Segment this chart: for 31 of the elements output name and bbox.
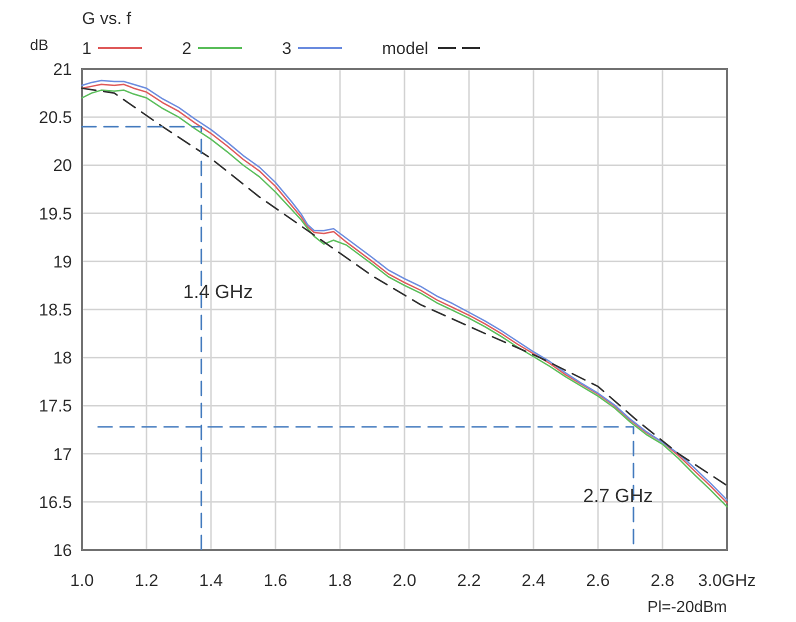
chart-title: G vs. f	[82, 9, 132, 28]
x-tick-label: 2.8	[650, 571, 674, 590]
y-tick-label: 16	[53, 541, 72, 560]
text: Pl=-20dBm	[647, 599, 727, 616]
annotation: 2.7 GHz	[583, 486, 653, 507]
y-tick-label: 19	[53, 252, 72, 272]
x-tick-label: 1.6	[264, 571, 288, 590]
y-tick-label: 16.5	[38, 492, 72, 512]
y-tick-label: 18.5	[38, 300, 72, 320]
y-tick-label: 20	[53, 156, 72, 176]
legend-label: model	[382, 39, 428, 58]
legend-label: 3	[282, 39, 292, 58]
y-tick-label: 17	[53, 444, 72, 464]
y-tick-label: 17.5	[38, 396, 72, 416]
x-tick-label: 1.0	[70, 571, 94, 590]
y-tick-label: 18	[53, 348, 72, 368]
y-tick-label: 19.5	[38, 204, 72, 224]
y-axis-title: dB	[30, 37, 48, 54]
x-tick-label: 1.2	[134, 571, 158, 590]
legend-label: 1	[82, 39, 92, 58]
x-tick-label: 2.6	[586, 571, 610, 590]
x-tick-label: 1.8	[328, 571, 352, 590]
x-tick-label: 3.0GHz	[698, 571, 756, 590]
x-tick-label: 2.4	[522, 571, 546, 590]
x-tick-label: 2.2	[457, 571, 481, 590]
legend-label: 2	[182, 39, 192, 58]
y-tick-label: 20.5	[38, 108, 72, 128]
y-tick-label: 21	[53, 60, 72, 79]
annotation: 1.4 GHz	[183, 282, 253, 303]
x-tick-label: 2.0	[392, 571, 416, 590]
x-tick-label: 1.4	[199, 571, 223, 590]
